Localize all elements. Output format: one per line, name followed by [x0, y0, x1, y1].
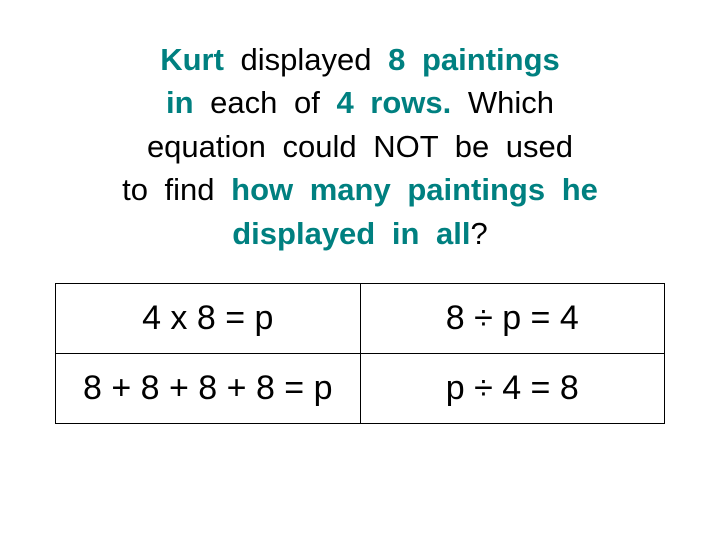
question-line-1: Kurt displayed 8 paintings	[122, 38, 598, 81]
table-row: 4 x 8 = p 8 ÷ p = 4	[56, 283, 665, 353]
question-line-3: equation could NOT be used	[122, 125, 598, 168]
line4-bold: how many paintings he	[231, 172, 598, 207]
line4-normal: to find	[122, 172, 231, 207]
answer-table: 4 x 8 = p 8 ÷ p = 4 8 + 8 + 8 + 8 = p p …	[55, 283, 665, 424]
answer-option-d: p ÷ 4 = 8	[360, 353, 665, 423]
line2-bold-b: 4 rows.	[336, 85, 451, 120]
line5-bold: displayed in all	[232, 216, 470, 251]
question-line-4: to find how many paintings he	[122, 168, 598, 211]
line2-bold-a: in	[166, 85, 194, 120]
line1-bold-b: 8 paintings	[388, 42, 560, 77]
line5-normal: ?	[470, 216, 487, 251]
line1-normal: displayed	[224, 42, 388, 77]
answer-option-c: 8 + 8 + 8 + 8 = p	[56, 353, 361, 423]
question-line-5: displayed in all?	[122, 212, 598, 255]
table-row: 8 + 8 + 8 + 8 = p p ÷ 4 = 8	[56, 353, 665, 423]
line2-normal-a: each of	[194, 85, 337, 120]
answer-table-container: 4 x 8 = p 8 ÷ p = 4 8 + 8 + 8 + 8 = p p …	[55, 283, 665, 424]
answer-option-b: 8 ÷ p = 4	[360, 283, 665, 353]
line1-bold-a: Kurt	[160, 42, 224, 77]
answer-option-a: 4 x 8 = p	[56, 283, 361, 353]
question-block: Kurt displayed 8 paintings in each of 4 …	[122, 38, 598, 255]
line2-normal-b: Which	[451, 85, 554, 120]
question-line-2: in each of 4 rows. Which	[122, 81, 598, 124]
